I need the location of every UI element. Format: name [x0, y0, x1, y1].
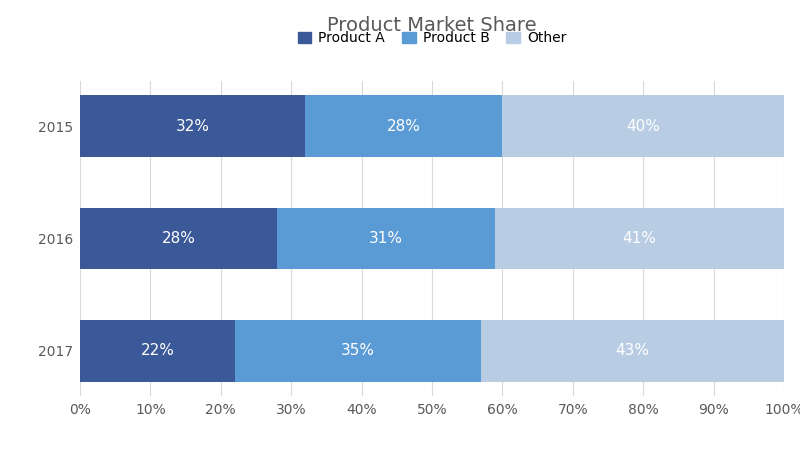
Text: 43%: 43%	[616, 343, 650, 358]
Text: 22%: 22%	[141, 343, 174, 358]
Text: 41%: 41%	[622, 231, 657, 246]
Text: 31%: 31%	[370, 231, 403, 246]
Text: 28%: 28%	[162, 231, 195, 246]
Bar	[235, 320, 482, 382]
Title: Product Market Share: Product Market Share	[327, 16, 537, 35]
Bar	[306, 95, 502, 157]
Bar	[482, 320, 784, 382]
Text: 28%: 28%	[387, 119, 421, 134]
Bar	[277, 207, 495, 270]
Bar	[502, 95, 784, 157]
Bar	[80, 207, 277, 270]
Text: 32%: 32%	[176, 119, 210, 134]
Text: 35%: 35%	[341, 343, 375, 358]
Bar	[495, 207, 784, 270]
Bar	[80, 320, 235, 382]
Text: 40%: 40%	[626, 119, 660, 134]
Bar	[80, 95, 306, 157]
Legend: Product A, Product B, Other: Product A, Product B, Other	[298, 31, 566, 45]
